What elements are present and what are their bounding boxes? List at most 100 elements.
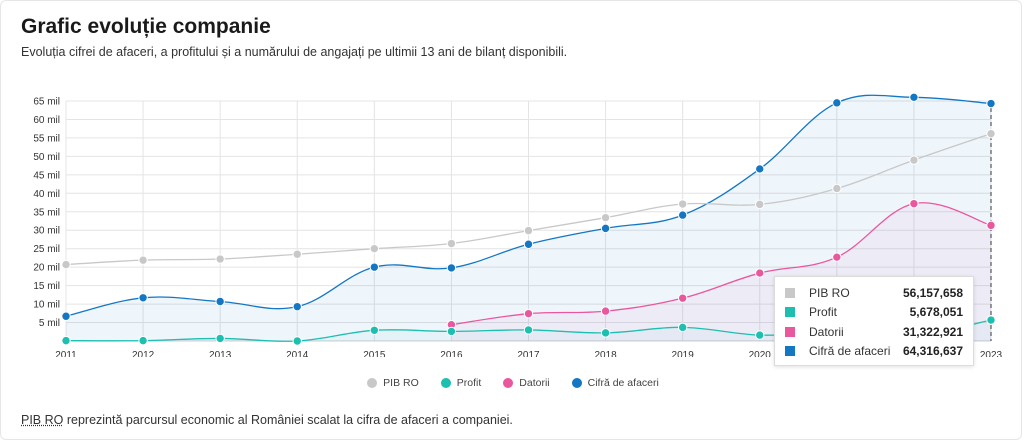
footnote-text: reprezintă parcursul economic al Românie… <box>63 413 513 427</box>
legend-item-0[interactable]: PIB RO <box>367 377 419 389</box>
data-point[interactable] <box>755 330 765 340</box>
tooltip-swatch <box>785 326 795 337</box>
tooltip-value: 56,157,658 <box>902 285 963 300</box>
y-tick-label: 40 mil <box>33 189 60 200</box>
data-point[interactable] <box>832 183 842 194</box>
data-point[interactable] <box>446 326 457 337</box>
y-tick-label: 30 mil <box>33 226 60 237</box>
legend-label: Profit <box>456 377 482 389</box>
tooltip-row-2: Datorii 31,322,921 <box>785 322 963 342</box>
y-tick-label: 10 mil <box>33 300 60 311</box>
data-point[interactable] <box>755 199 765 210</box>
legend-dot <box>503 378 514 388</box>
data-point[interactable] <box>755 268 765 278</box>
data-point[interactable] <box>523 308 534 319</box>
series-area-3 <box>66 95 991 341</box>
y-tick-label: 15 mil <box>33 281 60 292</box>
tooltip-label: Cifră de afaceri <box>809 344 891 359</box>
data-point[interactable] <box>600 212 611 223</box>
tooltip-value: 5,678,051 <box>909 305 963 320</box>
tooltip-swatch <box>785 287 795 298</box>
x-tick-label: 2015 <box>363 350 386 357</box>
data-point[interactable] <box>215 333 225 344</box>
y-tick-label: 50 mil <box>33 152 60 163</box>
x-tick-label: 2017 <box>517 350 540 357</box>
tooltip-value: 64,316,637 <box>902 344 963 359</box>
x-tick-label: 2013 <box>209 350 232 357</box>
data-point[interactable] <box>523 239 534 249</box>
page-subtitle: Evoluția cifrei de afaceri, a profitului… <box>21 45 568 59</box>
data-point[interactable] <box>600 223 611 234</box>
data-point[interactable] <box>755 164 765 174</box>
footnote-abbr: PIB RO <box>21 413 64 427</box>
data-point[interactable] <box>677 293 688 303</box>
data-point[interactable] <box>909 198 919 209</box>
data-point[interactable] <box>138 293 148 303</box>
data-point[interactable] <box>369 243 380 254</box>
footnote: PIB RO reprezintă parcursul economic al … <box>21 413 513 427</box>
data-point[interactable] <box>832 252 842 262</box>
x-tick-label: 2016 <box>440 350 463 357</box>
legend-item-3[interactable]: Cifră de afaceri <box>571 377 659 389</box>
data-point[interactable] <box>292 336 302 346</box>
tooltip-label: PIB RO <box>809 285 850 300</box>
x-tick-label: 2018 <box>594 350 617 357</box>
x-tick-label: 2011 <box>55 350 77 357</box>
x-tick-label: 2019 <box>672 350 695 357</box>
data-point[interactable] <box>600 306 611 316</box>
data-point[interactable] <box>600 328 611 338</box>
legend-item-2[interactable]: Datorii <box>503 377 550 389</box>
data-point[interactable] <box>215 296 225 307</box>
data-point[interactable] <box>369 262 380 272</box>
data-point[interactable] <box>138 255 148 265</box>
y-tick-label: 45 mil <box>33 170 60 181</box>
y-tick-label: 25 mil <box>33 244 60 255</box>
legend-dot <box>367 378 378 388</box>
data-point[interactable] <box>677 322 688 333</box>
page-title: Grafic evoluție companie <box>21 15 271 38</box>
data-point[interactable] <box>292 301 302 312</box>
x-tick-label: 2014 <box>286 350 309 357</box>
y-tick-label: 5 mil <box>39 318 60 329</box>
x-tick-label: 2020 <box>749 350 772 357</box>
data-point[interactable] <box>523 325 534 335</box>
tooltip-row-3: Cifră de afaceri 64,316,637 <box>785 342 963 362</box>
data-point[interactable] <box>523 225 534 236</box>
y-tick-label: 55 mil <box>33 133 60 144</box>
data-point[interactable] <box>138 335 148 346</box>
legend-item-1[interactable]: Profit <box>440 377 482 389</box>
tooltip-row-0: PIB RO 56,157,658 <box>785 283 963 303</box>
data-point[interactable] <box>292 249 302 259</box>
legend-label: Cifră de afaceri <box>587 377 659 389</box>
chart-legend: PIB RO Profit Datorii Cifră de afaceri <box>1 377 1024 389</box>
y-tick-label: 35 mil <box>33 207 60 218</box>
tooltip-label: Datorii <box>809 324 844 339</box>
data-point[interactable] <box>446 238 457 249</box>
data-point[interactable] <box>677 210 688 220</box>
data-point[interactable] <box>986 315 996 325</box>
data-point[interactable] <box>369 325 380 335</box>
data-point[interactable] <box>61 311 71 321</box>
data-point[interactable] <box>215 254 225 264</box>
data-point[interactable] <box>61 259 71 270</box>
chart-tooltip: PIB RO 56,157,658 Profit 5,678,051 Datorii 31… <box>774 276 974 366</box>
legend-dot <box>440 378 451 388</box>
data-point[interactable] <box>677 199 688 209</box>
data-point[interactable] <box>61 335 71 346</box>
tooltip-swatch <box>785 346 795 357</box>
y-tick-label: 20 mil <box>33 263 60 274</box>
legend-label: Datorii <box>519 377 550 389</box>
data-point[interactable] <box>909 92 919 103</box>
legend-dot <box>571 378 582 388</box>
data-point[interactable] <box>832 98 842 108</box>
data-point[interactable] <box>446 263 457 273</box>
y-tick-label: 65 mil <box>33 97 60 108</box>
tooltip-swatch <box>785 307 795 318</box>
data-point[interactable] <box>986 98 996 109</box>
data-point[interactable] <box>986 128 996 139</box>
data-point[interactable] <box>909 155 919 165</box>
legend-label: PIB RO <box>383 377 419 389</box>
tooltip-row-1: Profit 5,678,051 <box>785 303 963 323</box>
data-point[interactable] <box>986 220 996 231</box>
